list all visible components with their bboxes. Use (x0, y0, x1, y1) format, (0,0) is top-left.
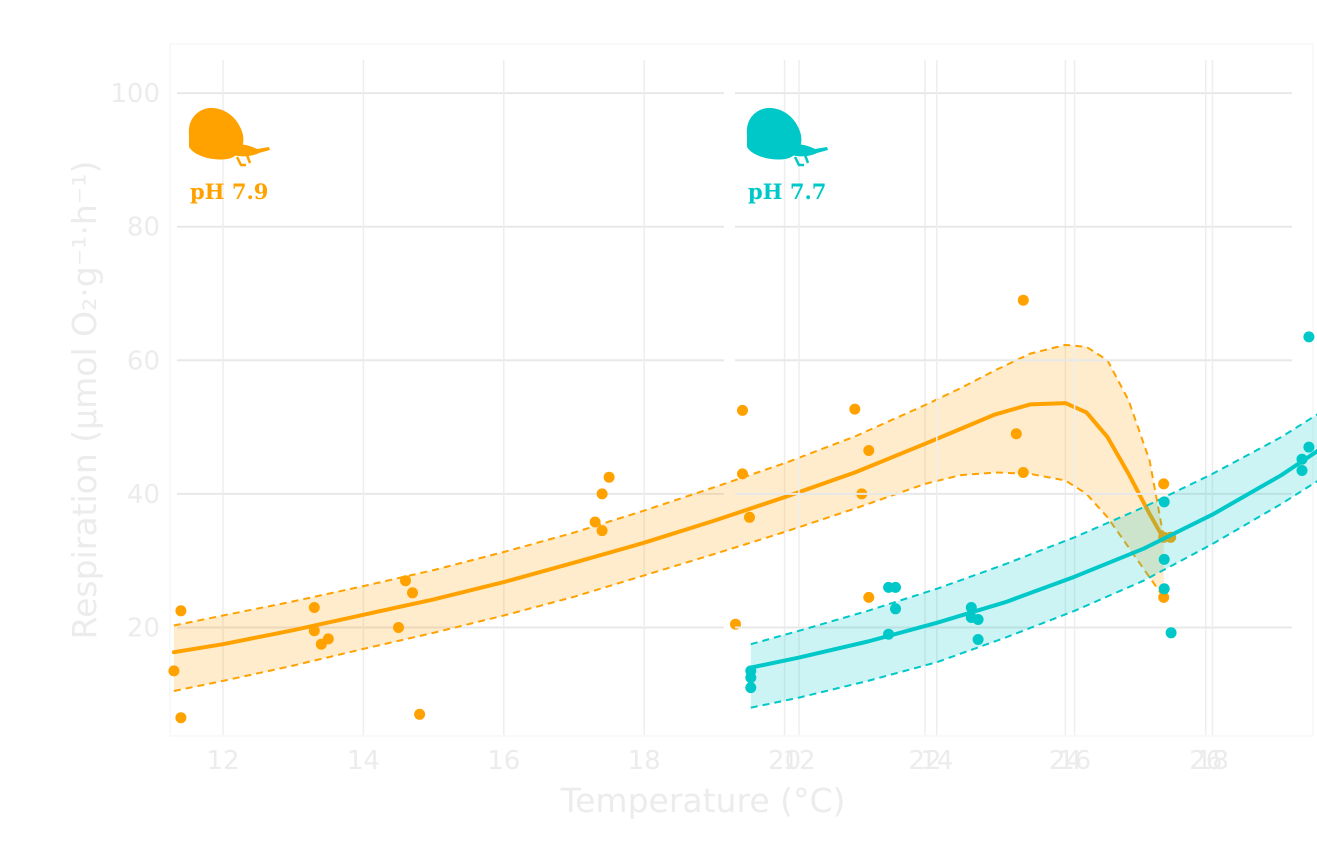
snail-silhouette-icon (188, 107, 270, 167)
x-tick-label: 14 (347, 746, 380, 776)
snail-foot (235, 154, 252, 167)
x-tick-label: 18 (1196, 746, 1229, 776)
data-point (745, 672, 757, 684)
snail-body (231, 144, 270, 157)
data-point (1010, 428, 1022, 440)
x-tick-label: 16 (487, 746, 520, 776)
x-axis-title: Temperature (°C) (560, 781, 846, 820)
data-points (745, 331, 1315, 694)
data-point (863, 445, 875, 456)
data-point (414, 708, 426, 720)
confidence-band (173, 344, 1164, 691)
x-tick-label: 18 (628, 746, 661, 776)
data-point (890, 581, 901, 593)
y-tick-label: 60 (127, 346, 160, 376)
fitted-curve (171, 401, 1166, 655)
gridlines (735, 60, 1292, 735)
panel-label: pH 7.7 (748, 179, 826, 204)
data-point (737, 404, 748, 416)
x-tick-label: 14 (920, 746, 953, 776)
data-point (1017, 467, 1029, 478)
data-point (863, 591, 875, 603)
data-point (1158, 583, 1170, 595)
data-point (596, 525, 608, 537)
upper-ci-line (750, 413, 1317, 646)
data-point (883, 628, 895, 640)
y-tick-label: 20 (127, 614, 160, 644)
snail-silhouette-icon (746, 107, 828, 167)
x-tick-label: 12 (782, 746, 815, 776)
x-tick-label: 20 (768, 746, 801, 776)
upper-ci-line (173, 343, 1165, 627)
data-point (1017, 294, 1029, 306)
snail-shell (746, 107, 802, 160)
panel-label: pH 7.9 (190, 179, 268, 204)
lower-ci-line (173, 471, 1165, 692)
x-tick-label: 26 (1189, 746, 1222, 776)
data-point (744, 511, 755, 523)
data-point (890, 603, 901, 615)
data-point (308, 602, 320, 613)
data-point (603, 471, 615, 483)
snail-body (789, 144, 828, 157)
snail-foot (793, 154, 810, 167)
data-point (1296, 453, 1308, 465)
data-point (1165, 627, 1177, 639)
data-points (168, 294, 1177, 724)
gridlines (177, 60, 1207, 735)
data-point (168, 665, 180, 677)
data-point (1303, 441, 1315, 453)
data-point (972, 614, 984, 625)
x-tick-label: 16 (1058, 746, 1091, 776)
y-axis-title: Respiration (µmol O₂·g⁻¹·h⁻¹) (65, 161, 104, 640)
y-tick-label: 100 (110, 79, 160, 109)
data-point (1158, 496, 1170, 508)
snail-shell (188, 107, 244, 160)
data-point (393, 622, 404, 633)
data-point (175, 605, 187, 617)
y-tick-label: 80 (127, 213, 160, 243)
data-point (175, 712, 187, 724)
data-point (308, 625, 320, 637)
facet-panel-1: 12 14 16 18 20 22 24 26 pH 7.9 (168, 60, 1222, 776)
facet-panel-2: 12 14 16 18 20 22 24 26 pH 7.7 (735, 60, 1317, 776)
data-point (849, 403, 861, 415)
data-point (596, 488, 608, 500)
data-point (1296, 465, 1308, 476)
data-point (589, 516, 601, 528)
data-point (965, 602, 977, 613)
data-point (972, 634, 984, 645)
data-point (322, 633, 334, 645)
data-point (1303, 331, 1315, 343)
data-point (407, 587, 418, 599)
plot-frame (169, 43, 1314, 737)
data-point (1158, 553, 1170, 565)
x-tick-label: 22 (908, 746, 941, 776)
data-point (400, 575, 411, 587)
data-point (745, 682, 757, 694)
data-point (737, 468, 748, 480)
data-point (1158, 591, 1170, 603)
data-point (1158, 478, 1170, 490)
y-tick-label: 40 (127, 480, 160, 510)
x-tick-label: 12 (206, 746, 239, 776)
x-tick-label: 24 (1049, 746, 1082, 776)
lower-ci-line (750, 480, 1317, 709)
